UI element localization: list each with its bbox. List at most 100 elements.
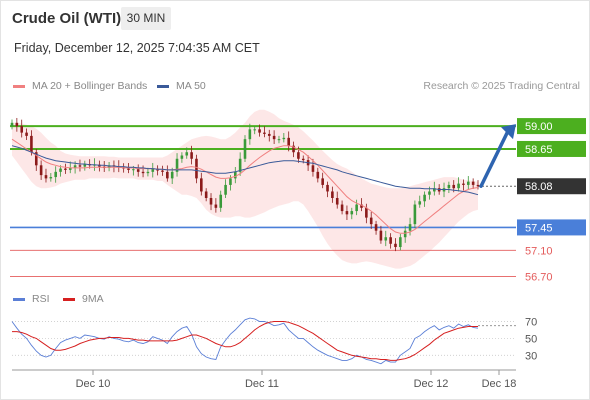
candle-body bbox=[384, 237, 388, 241]
candle-body bbox=[418, 201, 422, 205]
candle-body bbox=[267, 133, 271, 136]
candle-body bbox=[238, 158, 242, 172]
candle-body bbox=[272, 135, 276, 140]
candle-body bbox=[64, 168, 67, 170]
legend-ma20-label: MA 20 + Bollinger Bands bbox=[32, 80, 148, 92]
candle-body bbox=[214, 204, 218, 208]
legend-ma50-label: MA 50 bbox=[176, 80, 206, 92]
candle-body bbox=[360, 204, 363, 208]
candle-body bbox=[457, 183, 460, 189]
candle-body bbox=[403, 230, 407, 238]
level-label-57.45: 57.45 bbox=[525, 222, 553, 234]
candle-body bbox=[78, 165, 82, 167]
candle-body bbox=[146, 171, 150, 174]
candle-body bbox=[68, 167, 72, 170]
candle-body bbox=[15, 122, 19, 127]
candle-body bbox=[180, 155, 184, 159]
candle-body bbox=[321, 178, 324, 185]
candle-body bbox=[248, 129, 252, 140]
forecast-arrow-shaft bbox=[479, 129, 510, 188]
level-label-58.65: 58.65 bbox=[525, 144, 553, 156]
candle-body bbox=[30, 135, 33, 153]
level-box-59.00 bbox=[517, 118, 586, 135]
candle-body bbox=[277, 139, 281, 141]
legend-ma20: MA 20 + Bollinger Bands bbox=[13, 80, 147, 92]
ma50-swatch bbox=[157, 84, 169, 88]
candle-body bbox=[408, 224, 412, 231]
instrument-title: Crude Oil (WTI) bbox=[12, 10, 122, 27]
candle-body bbox=[25, 132, 28, 136]
candle-body bbox=[374, 224, 378, 231]
x-tick-label: Dec 11 bbox=[245, 378, 279, 390]
candle-body bbox=[428, 191, 431, 195]
candle-body bbox=[331, 191, 334, 198]
rsi-tick-70: 70 bbox=[525, 316, 537, 328]
level-box-57.45 bbox=[517, 219, 586, 236]
candle-body bbox=[423, 194, 426, 202]
candle-body bbox=[335, 198, 339, 205]
candle-body bbox=[44, 175, 48, 179]
candle-body bbox=[127, 168, 130, 170]
legend-rsi-ma-label: 9MA bbox=[82, 293, 104, 305]
x-tick-label: Dec 18 bbox=[482, 378, 517, 390]
legend-ma50: MA 50 bbox=[157, 80, 206, 92]
candle-body bbox=[107, 165, 111, 168]
candle-body bbox=[287, 137, 290, 146]
x-tick-label: Dec 10 bbox=[76, 378, 111, 390]
candle-body bbox=[34, 152, 38, 166]
candle-body bbox=[200, 178, 203, 192]
timeframe-badge[interactable]: 30 MIN bbox=[121, 7, 171, 30]
x-tick-label: Dec 12 bbox=[414, 378, 449, 390]
candle-body bbox=[73, 165, 77, 168]
candle-body bbox=[365, 207, 368, 218]
rsi-tick-50: 50 bbox=[525, 333, 537, 345]
rsi-ma-line bbox=[12, 321, 478, 361]
candle-body bbox=[394, 243, 397, 248]
candle-body bbox=[258, 129, 261, 133]
candle-body bbox=[433, 188, 436, 192]
candle-body bbox=[447, 184, 451, 189]
candle-body bbox=[301, 158, 305, 161]
candle-body bbox=[209, 198, 213, 205]
candle-body bbox=[340, 204, 344, 212]
legend-rsi: RSI bbox=[13, 293, 50, 305]
candle-body bbox=[136, 169, 140, 172]
candle-body bbox=[413, 204, 417, 225]
candle-body bbox=[282, 137, 286, 140]
candle-body bbox=[297, 152, 300, 159]
candle-body bbox=[466, 181, 470, 185]
candle-body bbox=[190, 152, 193, 159]
candle-body bbox=[224, 184, 227, 195]
candle-body bbox=[379, 230, 383, 241]
candle-body bbox=[166, 171, 169, 179]
forecast-arrow-head bbox=[501, 124, 516, 140]
level-label-58.08: 58.08 bbox=[525, 181, 553, 193]
candle-body bbox=[471, 181, 475, 185]
candle-body bbox=[141, 171, 145, 174]
candle-body bbox=[161, 170, 164, 172]
level-label-59.00: 59.00 bbox=[525, 121, 553, 133]
rsi-swatch bbox=[13, 297, 25, 301]
candle-body bbox=[195, 158, 198, 179]
candle-body bbox=[20, 126, 24, 133]
candle-body bbox=[151, 168, 155, 172]
ma50-line bbox=[11, 145, 479, 196]
ma20-swatch bbox=[13, 84, 25, 88]
candle-body bbox=[345, 211, 349, 215]
legend-rsi-label: RSI bbox=[32, 293, 50, 305]
level-box-58.08 bbox=[517, 178, 586, 195]
rsi-line bbox=[11, 317, 479, 365]
legend-rsi-ma: 9MA bbox=[63, 293, 104, 305]
candle-body bbox=[204, 191, 208, 198]
chart-datetime: Friday, December 12, 2025 7:04:35 AM CET bbox=[14, 41, 260, 55]
level-label-56.70: 56.70 bbox=[525, 271, 553, 283]
candle-body bbox=[389, 237, 392, 244]
bollinger-band bbox=[12, 109, 478, 269]
rsi-ma-swatch bbox=[63, 297, 75, 301]
candle-body bbox=[243, 139, 247, 159]
candle-body bbox=[219, 194, 223, 208]
candle-body bbox=[175, 158, 179, 172]
rsi-tick-30: 30 bbox=[525, 350, 537, 362]
candle-body bbox=[292, 145, 295, 153]
